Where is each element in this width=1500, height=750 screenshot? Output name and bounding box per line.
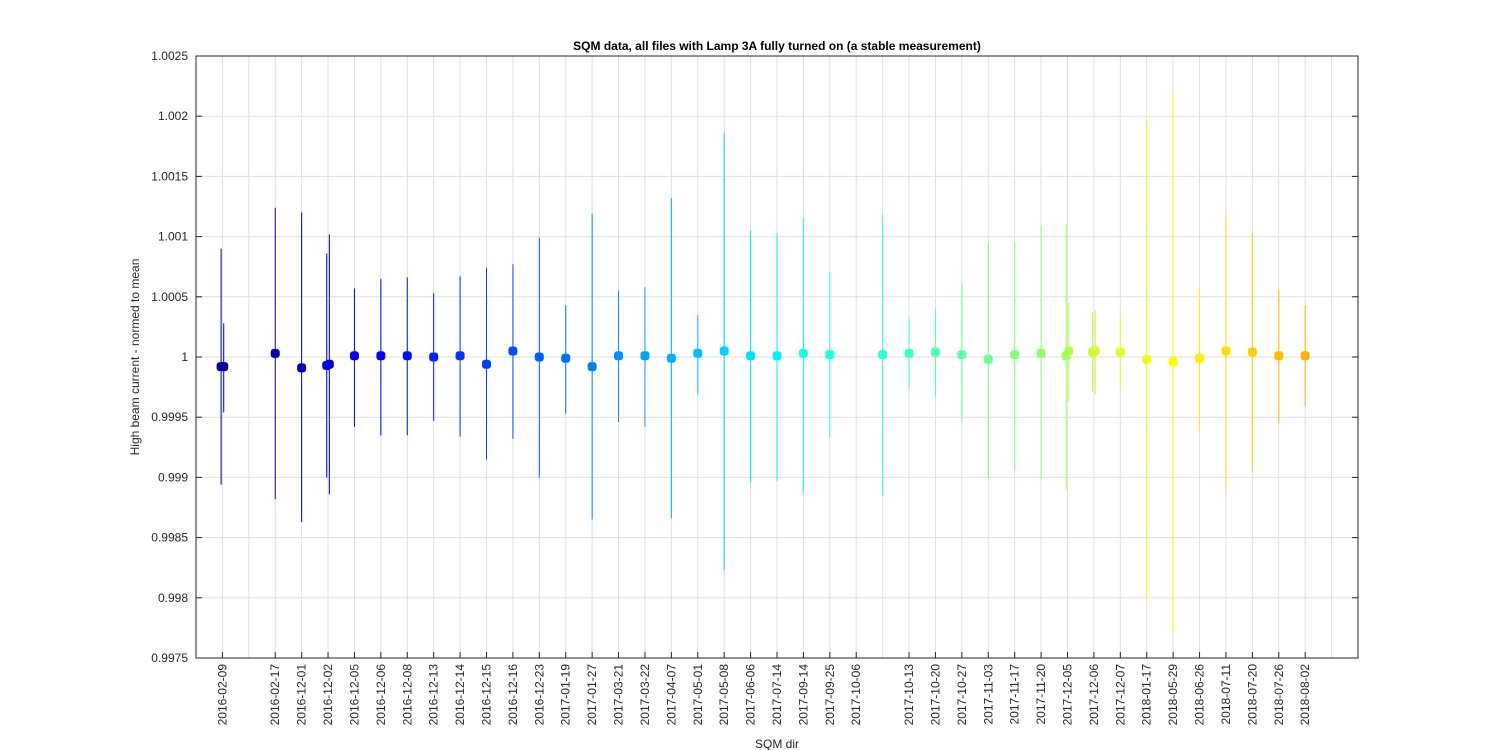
chart-title: SQM data, all files with Lamp 3A fully t… xyxy=(573,39,981,53)
data-point xyxy=(508,346,518,356)
data-point xyxy=(1221,346,1231,356)
data-point xyxy=(1010,350,1020,360)
data-point xyxy=(983,354,993,364)
x-tick-label: 2017-05-08 xyxy=(717,664,731,726)
x-tick-label: 2018-07-20 xyxy=(1245,664,1259,726)
x-tick-label: 2017-10-20 xyxy=(928,664,942,726)
data-point xyxy=(798,348,808,358)
data-point xyxy=(534,352,544,362)
x-tick-label: 2017-10-27 xyxy=(955,664,969,726)
x-tick-label: 2016-12-13 xyxy=(427,664,441,726)
x-tick-label: 2017-12-05 xyxy=(1061,664,1075,726)
data-point xyxy=(1115,347,1125,357)
x-tick-label: 2016-12-23 xyxy=(532,664,546,726)
data-point xyxy=(1195,353,1205,363)
y-tick-label: 1.002 xyxy=(158,109,188,123)
y-tick-label: 0.9995 xyxy=(151,410,188,424)
x-tick-label: 2018-07-11 xyxy=(1219,664,1233,725)
data-point xyxy=(561,353,571,363)
x-tick-label: 2016-02-17 xyxy=(268,664,282,726)
x-tick-label: 2018-01-17 xyxy=(1140,664,1154,726)
y-tick-label: 1.001 xyxy=(158,230,188,244)
data-point xyxy=(878,350,888,360)
data-point xyxy=(693,348,703,358)
x-tick-label: 2017-03-22 xyxy=(638,664,652,726)
y-tick-label: 0.998 xyxy=(158,591,188,605)
y-tick-label: 1 xyxy=(181,350,188,364)
data-point xyxy=(376,351,386,361)
data-point xyxy=(772,351,782,361)
data-point xyxy=(1274,351,1284,361)
y-tick-label: 1.0005 xyxy=(151,290,188,304)
data-point xyxy=(587,362,597,372)
x-tick-label: 2017-05-01 xyxy=(691,664,705,726)
x-tick-label: 2017-09-14 xyxy=(796,664,810,726)
data-point xyxy=(455,351,465,361)
y-tick-label: 0.9985 xyxy=(151,531,188,545)
data-point xyxy=(219,362,229,372)
data-point xyxy=(640,351,650,361)
x-tick-label: 2016-12-02 xyxy=(321,664,335,726)
data-point xyxy=(1090,346,1100,356)
x-tick-label: 2016-12-16 xyxy=(506,664,520,726)
x-tick-label: 2018-08-02 xyxy=(1298,664,1312,726)
data-point xyxy=(930,347,940,357)
data-point xyxy=(719,346,729,356)
x-tick-label: 2016-12-06 xyxy=(374,664,388,726)
data-point xyxy=(746,351,756,361)
x-tick-label: 2017-01-27 xyxy=(585,664,599,726)
x-tick-label: 2018-06-26 xyxy=(1193,664,1207,726)
data-point xyxy=(349,351,359,361)
data-point xyxy=(1247,347,1257,357)
x-tick-label: 2018-07-26 xyxy=(1272,664,1286,726)
x-tick-label: 2017-11-03 xyxy=(981,664,995,725)
data-point xyxy=(1036,348,1046,358)
data-point xyxy=(957,350,967,360)
y-tick-label: 1.0025 xyxy=(151,49,188,63)
y-axis-label: High beam current - normed to mean xyxy=(128,259,142,456)
data-point xyxy=(904,348,914,358)
x-tick-label: 2017-11-17 xyxy=(1008,664,1022,725)
x-tick-label: 2017-04-07 xyxy=(664,664,678,726)
x-tick-label: 2017-06-06 xyxy=(744,664,758,726)
x-tick-label: 2016-12-15 xyxy=(480,664,494,726)
x-tick-label: 2018-05-29 xyxy=(1166,664,1180,726)
x-tick-label: 2017-11-20 xyxy=(1034,664,1048,725)
x-tick-label: 2017-10-13 xyxy=(902,664,916,726)
data-point xyxy=(270,348,280,358)
data-point xyxy=(1142,354,1152,364)
data-point xyxy=(1064,346,1074,356)
data-point xyxy=(297,363,307,373)
x-tick-label: 2016-12-14 xyxy=(453,664,467,726)
x-tick-label: 2016-12-05 xyxy=(347,664,361,726)
x-tick-label: 2017-01-19 xyxy=(559,664,573,726)
data-point xyxy=(324,359,334,369)
x-tick-label: 2017-03-21 xyxy=(612,664,626,726)
x-tick-label: 2016-12-08 xyxy=(400,664,414,726)
y-tick-label: 0.9975 xyxy=(151,651,188,665)
y-axis: 0.9975 0.998 0.9985 0.999 0.9995 1 1.0005 1.001… xyxy=(151,49,1358,665)
x-tick-label: 2016-02-09 xyxy=(215,664,229,726)
data-point xyxy=(429,352,439,362)
x-tick-label: 2016-12-01 xyxy=(295,664,309,726)
x-tick-label: 2017-12-07 xyxy=(1113,664,1127,726)
x-axis-label: SQM dir xyxy=(755,737,799,750)
x-axis: 2016-02-09 2016-02-17 2016-12-01 2016-12-02… xyxy=(215,652,1312,725)
data-point xyxy=(666,353,676,363)
data-point xyxy=(1300,351,1310,361)
x-tick-label: 2017-09-25 xyxy=(823,664,837,726)
y-tick-label: 0.999 xyxy=(158,470,188,484)
x-tick-label: 2017-10-06 xyxy=(849,664,863,726)
data-point xyxy=(1168,357,1178,367)
x-tick-label: 2017-07-14 xyxy=(770,664,784,726)
data-point xyxy=(825,350,835,360)
x-tick-label: 2017-12-06 xyxy=(1087,664,1101,726)
data-series xyxy=(216,92,1310,633)
data-point xyxy=(614,351,624,361)
y-tick-label: 1.0015 xyxy=(151,169,188,183)
data-point xyxy=(402,351,412,361)
data-point xyxy=(482,359,491,369)
